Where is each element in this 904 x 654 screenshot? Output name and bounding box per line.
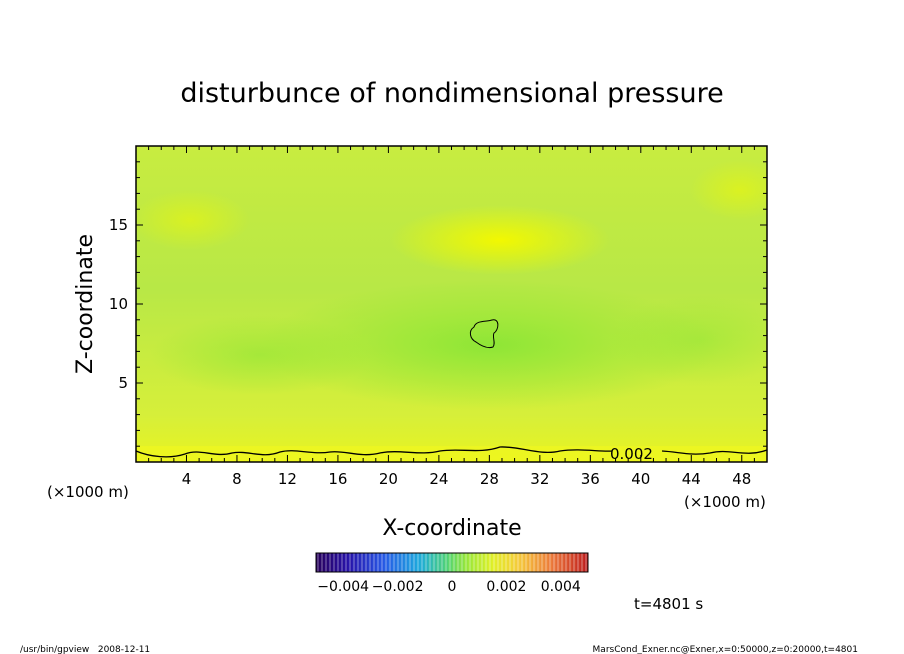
contour-label: 0.002 xyxy=(610,445,653,463)
x-tick-label: 36 xyxy=(581,470,600,488)
y-tick-label: 15 xyxy=(109,216,128,234)
x-tick-label: 44 xyxy=(682,470,701,488)
x-axis-unit: (×1000 m) xyxy=(684,493,766,511)
contour-closed-loop xyxy=(469,319,499,348)
x-tick-label: 16 xyxy=(328,470,347,488)
colorbar xyxy=(316,553,588,572)
heatmap-field xyxy=(136,146,767,462)
colorbar-tick-label: 0.004 xyxy=(541,579,581,595)
x-tick-label: 4 xyxy=(182,470,192,488)
x-tick-label: 24 xyxy=(429,470,448,488)
contour-line-bottom xyxy=(135,446,613,458)
x-tick-label: 8 xyxy=(232,470,242,488)
colorbar-tick-label: −0.002 xyxy=(372,579,424,595)
colorbar-tick-label: −0.004 xyxy=(317,579,369,595)
colorbar-frame xyxy=(315,552,589,573)
colorbar-tick-label: 0 xyxy=(448,579,457,595)
y-tick-label: 5 xyxy=(118,374,128,392)
y-axis-unit: (×1000 m) xyxy=(47,483,129,501)
colorbar-tick-label: 0.002 xyxy=(486,579,526,595)
colorbar-labels: −0.004 −0.002 0 0.002 0.004 xyxy=(317,579,581,595)
x-tick-label: 32 xyxy=(530,470,549,488)
x-tick-label: 48 xyxy=(732,470,751,488)
footer-left: /usr/bin/gpview 2008-12-11 xyxy=(20,645,150,654)
footer-right: MarsCond_Exner.nc@Exner,x=0:50000,z=0:20… xyxy=(593,645,858,654)
y-axis-ticks: 5 10 15 xyxy=(109,161,767,447)
y-axis-label: Z-coordinate xyxy=(73,234,98,374)
chart-title: disturbunce of nondimensional pressure xyxy=(180,78,723,109)
x-tick-label: 40 xyxy=(631,470,650,488)
x-tick-label: 20 xyxy=(379,470,398,488)
x-axis-ticks: 4 8 12 16 20 24 28 32 36 40 44 48 xyxy=(148,146,755,488)
y-tick-label: 10 xyxy=(109,295,128,313)
x-tick-label: 12 xyxy=(278,470,297,488)
time-label: t=4801 s xyxy=(634,595,703,613)
x-axis-label: X-coordinate xyxy=(382,516,521,541)
x-tick-label: 28 xyxy=(480,470,499,488)
contour-line-bottom-right xyxy=(661,449,768,455)
